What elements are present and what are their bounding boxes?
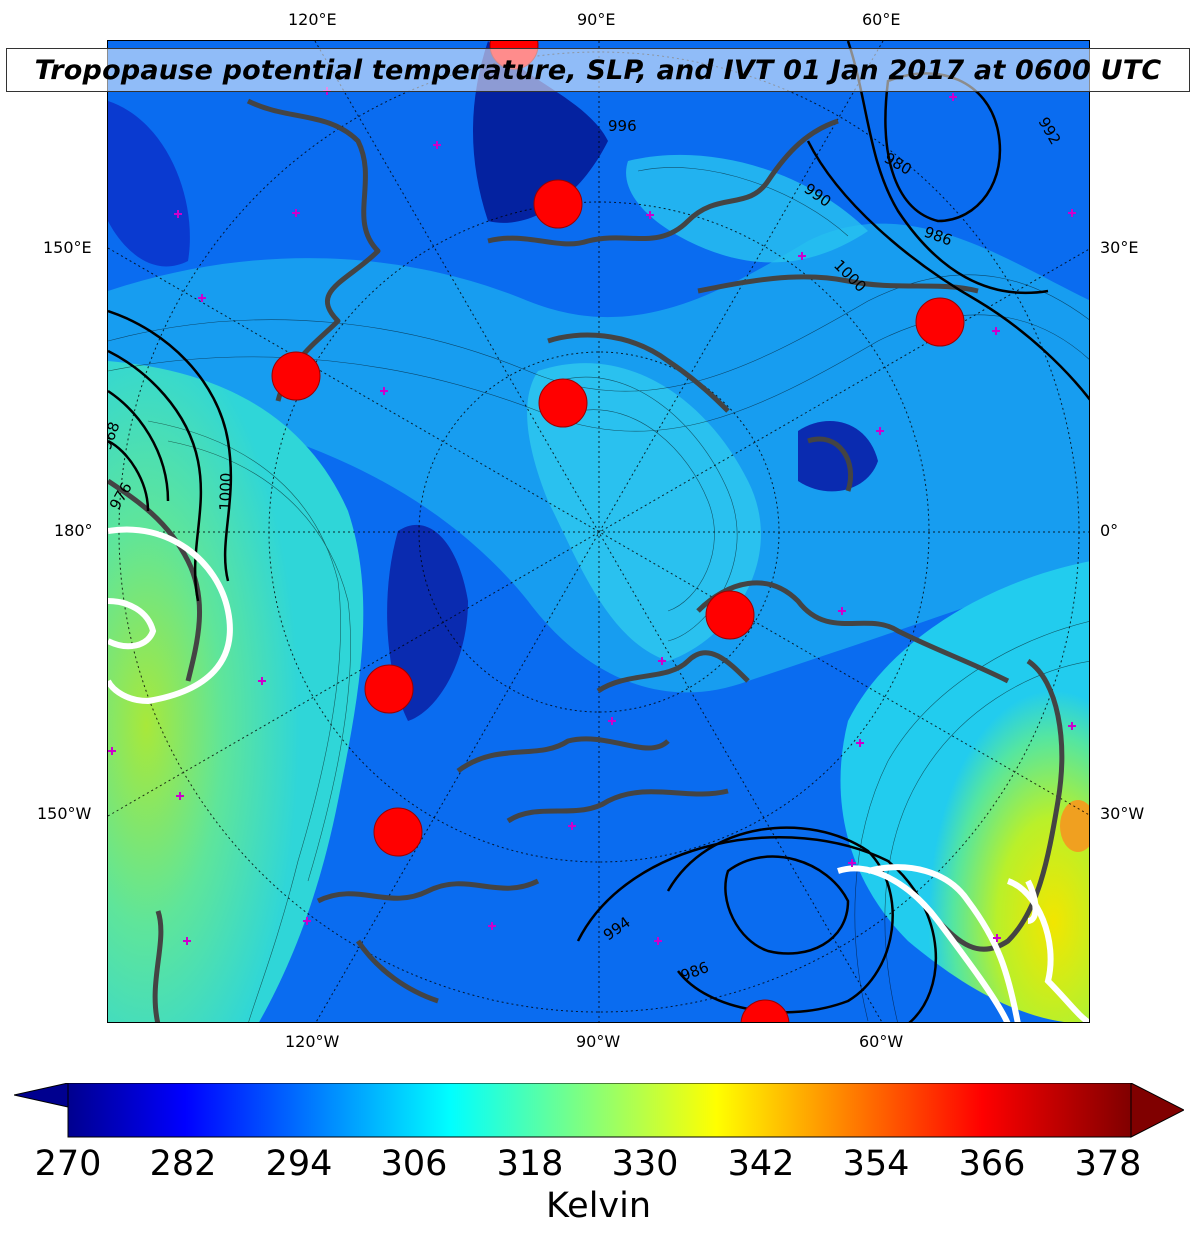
colorbar-ramp — [67, 1083, 1132, 1138]
lat-label-left: 180° — [54, 521, 93, 540]
slp-label: 1000 — [216, 472, 235, 511]
lon-label-bottom: 120°W — [285, 1032, 340, 1051]
field-warm-southeast — [840, 561, 1089, 1022]
lat-label-right: 30°W — [1100, 804, 1145, 823]
ivt-contours — [108, 526, 1089, 1022]
magenta-markers — [108, 87, 1076, 945]
red-marker — [705, 590, 755, 640]
colorbar-extend-min — [14, 1083, 69, 1108]
red-marker — [271, 351, 321, 401]
colorbar-tick: 306 — [380, 1144, 448, 1184]
lat-label-right: 30°E — [1100, 238, 1139, 257]
colorbar-tick: 318 — [496, 1144, 564, 1184]
colorbar-tick: 354 — [842, 1144, 910, 1184]
map-canvas: 1000 986 992 980 996 968 976 1000 990 99… — [108, 41, 1089, 1022]
field-band-2 — [527, 363, 761, 661]
colorbar-tick: 294 — [265, 1144, 333, 1184]
lon-label-top: 90°E — [577, 10, 616, 29]
slp-label: 996 — [608, 117, 637, 135]
colorbar-tick: 270 — [34, 1144, 102, 1184]
lat-label-left: 150°E — [43, 238, 92, 257]
colorbar — [14, 1083, 1184, 1138]
field-hotspot — [1060, 800, 1089, 852]
red-marker — [373, 807, 423, 857]
lon-label-top: 120°E — [288, 10, 337, 29]
polar-map: 1000 986 992 980 996 968 976 1000 990 99… — [107, 40, 1090, 1023]
colorbar-extend-max — [1130, 1083, 1184, 1138]
lon-label-top: 60°E — [862, 10, 901, 29]
field-band-3 — [626, 154, 868, 263]
field-low-nw — [108, 101, 190, 267]
colorbar-tick: 378 — [1074, 1144, 1142, 1184]
field-low-center — [387, 524, 468, 721]
colorbar-label: Kelvin — [545, 1186, 652, 1226]
red-marker — [364, 664, 414, 714]
lat-label-left: 150°W — [37, 804, 92, 823]
colorbar-tick: 366 — [958, 1144, 1026, 1184]
red-marker — [740, 999, 790, 1022]
lon-label-bottom: 90°W — [576, 1032, 621, 1051]
lon-label-bottom: 60°W — [859, 1032, 904, 1051]
red-marker — [538, 378, 588, 428]
colorbar-tick: 342 — [727, 1144, 795, 1184]
lat-label-right: 0° — [1100, 521, 1119, 540]
colorbar-tick: 282 — [149, 1144, 217, 1184]
red-marker — [915, 297, 965, 347]
red-markers — [271, 41, 965, 1022]
title-box: Tropopause potential temperature, SLP, a… — [6, 48, 1190, 92]
red-marker — [533, 179, 583, 229]
map-title: Tropopause potential temperature, SLP, a… — [34, 54, 1162, 86]
coastlines — [108, 98, 1065, 1022]
colorbar-tick: 330 — [611, 1144, 679, 1184]
